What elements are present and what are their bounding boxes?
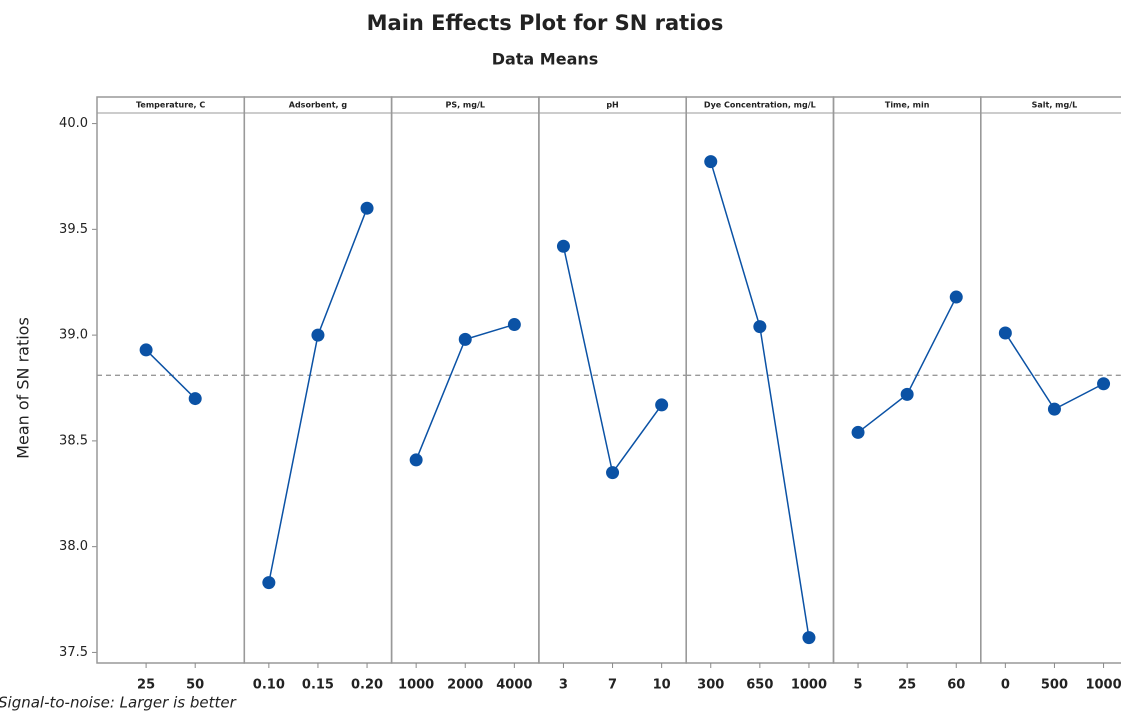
x-tick-label: 25: [898, 678, 916, 693]
effect-line: [857, 296, 957, 434]
x-tick-label: 4000: [496, 678, 532, 693]
y-tick-label: 39.5: [59, 222, 88, 237]
point: [507, 318, 521, 332]
x-tick-label: 60: [947, 678, 965, 693]
effect-line: [562, 246, 663, 475]
panel: [96, 96, 246, 664]
point: [360, 201, 374, 215]
panel: [390, 96, 540, 664]
panel: [832, 96, 982, 664]
point: [311, 328, 325, 342]
point: [458, 332, 472, 346]
panel: [685, 96, 835, 664]
x-tick-label: 1000: [791, 678, 827, 693]
footnote: Signal-to-noise: Larger is better: [0, 694, 237, 712]
x-tick-label: 0.15: [302, 678, 334, 693]
point: [802, 631, 816, 645]
y-tick-label: 39.0: [59, 328, 88, 343]
point: [900, 387, 914, 401]
point: [949, 290, 963, 304]
x-tick-label: 1000: [1085, 678, 1121, 693]
chart-title: Main Effects Plot for SN ratios: [367, 11, 724, 35]
panel-title: pH: [606, 101, 618, 110]
effect-line: [710, 161, 810, 638]
point: [556, 239, 570, 253]
y-tick-label: 37.5: [59, 645, 88, 660]
point: [998, 326, 1012, 340]
x-tick-label: 0: [1001, 678, 1010, 693]
x-tick-label: 1000: [398, 678, 434, 693]
panel-title: Time, min: [885, 101, 930, 110]
point: [262, 576, 276, 590]
x-tick-label: 5: [854, 678, 863, 693]
panel-title: Salt, mg/L: [1032, 101, 1078, 110]
chart-subtitle: Data Means: [492, 50, 599, 69]
point: [753, 320, 767, 334]
x-tick-label: 3: [559, 678, 568, 693]
y-axis-label: Mean of SN ratios: [14, 317, 33, 459]
y-tick-label: 38.0: [59, 539, 88, 554]
point: [139, 343, 153, 357]
point: [1047, 402, 1061, 416]
effect-line: [268, 207, 368, 583]
x-tick-label: 300: [697, 678, 724, 693]
effect-line: [1004, 332, 1104, 411]
point: [1097, 377, 1111, 391]
point: [409, 453, 423, 467]
x-tick-label: 650: [746, 678, 773, 693]
x-tick-label: 10: [653, 678, 671, 693]
x-tick-label: 2000: [447, 678, 483, 693]
point: [704, 155, 718, 169]
x-tick-label: 0.20: [351, 678, 383, 693]
panel-title: Adsorbent, g: [289, 101, 348, 110]
x-tick-label: 25: [137, 678, 155, 693]
point: [188, 392, 202, 406]
y-tick-label: 40.0: [59, 116, 88, 131]
effect-line: [145, 349, 196, 400]
panel-title: Temperature, C: [136, 101, 205, 110]
x-tick-label: 7: [608, 678, 617, 693]
panel-title: Dye Concentration, mg/L: [704, 101, 816, 110]
y-tick-label: 38.5: [59, 433, 88, 448]
panel-title: PS, mg/L: [445, 101, 485, 110]
x-tick-label: 0.10: [253, 678, 285, 693]
x-tick-label: 500: [1041, 678, 1068, 693]
point: [851, 425, 865, 439]
x-tick-label: 50: [186, 678, 204, 693]
panel: [538, 96, 687, 664]
point: [606, 466, 620, 480]
point: [655, 398, 669, 412]
